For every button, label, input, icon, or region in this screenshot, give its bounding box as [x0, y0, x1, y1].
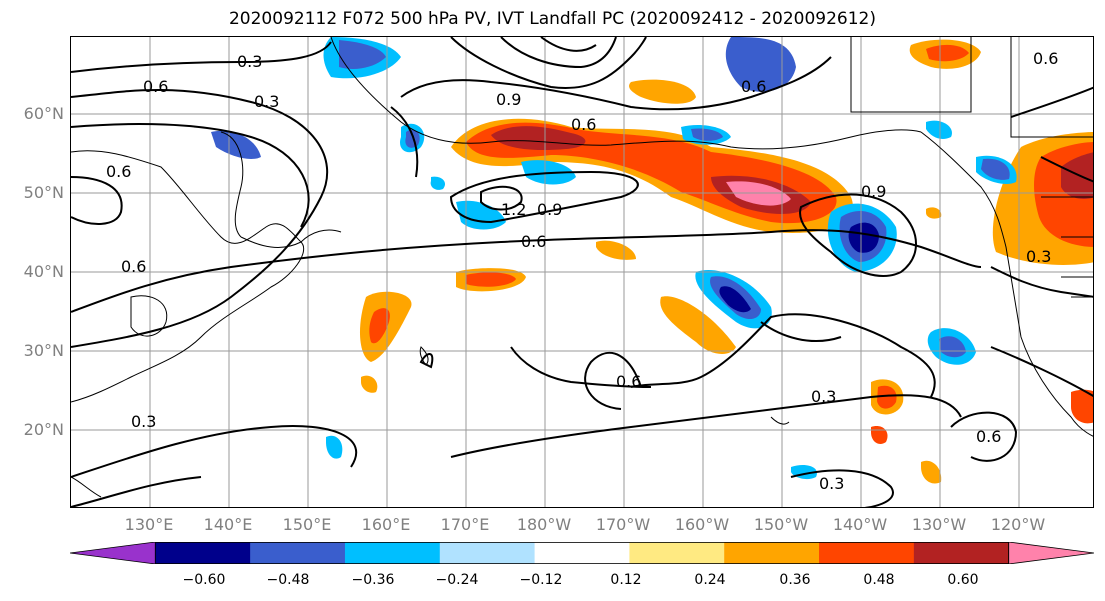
contour-label: 0.6: [121, 257, 146, 276]
map-svg: 0.3 0.6 0.3 0.9 0.6 0.6 1.2 0.9 0.6 0.9 …: [71, 37, 1093, 507]
contour-label: 0.3: [254, 92, 279, 111]
lon-label: 170°W: [595, 515, 651, 534]
colorbar-segment: [534, 542, 630, 564]
contour-label: 0.3: [819, 474, 844, 493]
colorbar-tick-label: −0.36: [351, 572, 395, 588]
pv-contours: [71, 37, 1093, 507]
colorbar-segment: [439, 542, 536, 564]
lat-label-60n: 60°N: [23, 104, 64, 123]
contour-label: 0.6: [571, 115, 596, 134]
colorbar-extension-low: [70, 542, 156, 564]
lat-label-50n: 50°N: [23, 183, 64, 202]
lon-label: 130°W: [911, 515, 967, 534]
shaded-anomalies: [211, 37, 1093, 484]
colorbar-tick-label: 0.36: [779, 572, 811, 588]
contour-label-group: 0.3 0.6 0.3 0.9 0.6 0.6 1.2 0.9 0.6 0.9 …: [106, 49, 1058, 493]
lon-label: 140°E: [203, 515, 253, 534]
lon-label: 160°E: [361, 515, 411, 534]
lon-label: 150°W: [753, 515, 809, 534]
contour-label: 0.6: [521, 232, 546, 251]
colorbar-segment: [250, 542, 346, 564]
contour-label: 0.6: [1033, 49, 1058, 68]
colorbar-extension-high: [1008, 542, 1094, 564]
lon-label: 130°E: [124, 515, 174, 534]
contour-label: 0.3: [1026, 247, 1051, 266]
colorbar-tick-label: −0.24: [435, 572, 479, 588]
lon-label: 150°E: [282, 515, 332, 534]
colorbar-segment: [819, 542, 915, 564]
lat-label-30n: 30°N: [23, 341, 64, 360]
map-title: 2020092112 F072 500 hPa PV, IVT Landfall…: [228, 9, 876, 29]
lon-label: 160°W: [674, 515, 730, 534]
contour-label: 1.2: [501, 200, 526, 219]
map-plot-area: 0.3 0.6 0.3 0.9 0.6 0.6 1.2 0.9 0.6 0.9 …: [70, 36, 1094, 508]
contour-label: 0.6: [106, 162, 131, 181]
contour-label: 0.6: [143, 77, 168, 96]
colorbar-segment: [913, 542, 1010, 564]
colorbar-tick-label: 0.48: [863, 572, 895, 588]
contour-label: 0.3: [131, 412, 156, 431]
contour-label: 0.6: [616, 372, 641, 391]
lon-label: 140°W: [832, 515, 888, 534]
colorbar-tick-label: 0.60: [947, 572, 979, 588]
lat-label-20n: 20°N: [23, 420, 64, 439]
colorbar-segment: [344, 542, 441, 564]
lon-label: 170°E: [440, 515, 490, 534]
colorbar-tick-label: −0.12: [519, 572, 563, 588]
colorbar-tick-label: −0.60: [182, 572, 226, 588]
contour-label: 0.9: [496, 90, 521, 109]
colorbar-frame: [154, 542, 1010, 564]
colorbar-tick-label: 0.12: [610, 572, 642, 588]
lon-label: 180°W: [516, 515, 572, 534]
contour-label: 0.6: [741, 77, 766, 96]
colorbar-segment: [629, 542, 725, 564]
lat-label-40n: 40°N: [23, 262, 64, 281]
graticule: [71, 37, 1093, 507]
contour-label: 0.6: [976, 427, 1001, 446]
contour-label: 0.9: [861, 182, 886, 201]
colorbar-tick-label: 0.24: [694, 572, 726, 588]
contour-label: 0.3: [811, 387, 836, 406]
colorbar-tick-label: −0.48: [266, 572, 310, 588]
lon-label: 120°W: [990, 515, 1046, 534]
colorbar-segments: [70, 542, 1094, 564]
colorbar-segment: [155, 542, 251, 564]
contour-label: 0.3: [237, 52, 262, 71]
colorbar-segment: [724, 542, 820, 564]
colorbar: [70, 542, 1094, 564]
contour-label: 0.9: [537, 200, 562, 219]
